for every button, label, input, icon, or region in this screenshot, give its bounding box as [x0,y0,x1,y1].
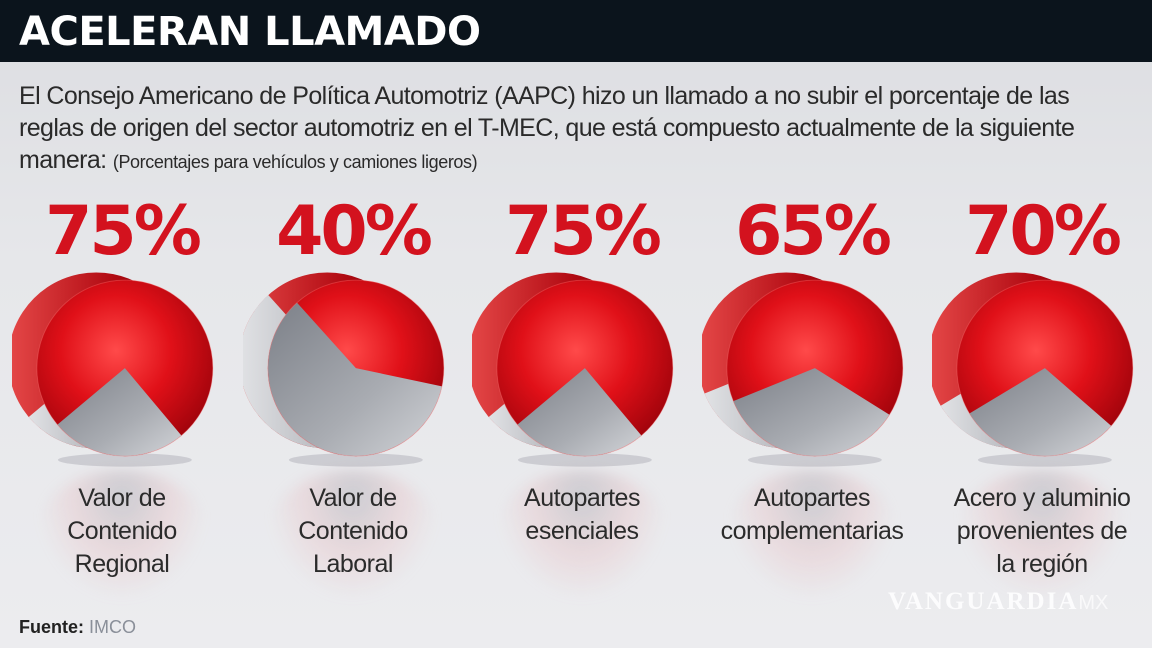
pie-chart [12,272,214,467]
watermark-text: VANGUARDIA [888,588,1079,615]
page-title: ACELERAN LLAMADO [19,9,481,55]
category-label-line: Laboral [313,550,393,578]
pie-item: 75% Valor de Contenido Regional [7,190,237,600]
pie-item: 40% Valor de Contenido Laboral [238,190,468,600]
pie-reflection [497,470,667,600]
category-label-line: Autopartes [754,484,870,512]
pie-chart [472,272,674,467]
intro-paragraph: El Consejo Americano de Política Automot… [19,80,1129,178]
category-label: Autopartes esenciales [457,482,707,548]
pie-item: 65% Autopartes complementarias [697,190,927,600]
source-line: Fuente: IMCO [19,617,136,638]
category-label-line: Autopartes [524,484,640,512]
percentage-value: 70% [965,192,1122,271]
category-label-line: Valor de [309,484,397,512]
pie-gray-slice [57,368,182,457]
pie-charts-row: 75% Valor de Contenido Regional 40% [0,190,1152,600]
pie-item: 75% Autopartes esenciales [467,190,697,600]
intro-note: (Porcentajes para vehículos y camiones l… [112,152,478,172]
pie-gray-slice [517,368,642,457]
pie-gray-slice [969,368,1112,457]
source-label: Fuente: [19,617,84,637]
pie-reflection [957,470,1127,600]
category-label-line: Regional [74,550,170,578]
category-label: Autopartes complementarias [687,482,937,548]
category-label-line: Acero y aluminio [953,484,1131,512]
category-label-line: provenientes de [956,517,1128,545]
pie-chart [243,272,445,467]
category-label-line: esenciales [525,517,639,545]
category-label-line: Contenido [67,517,177,545]
category-label-line: la región [996,550,1088,578]
watermark-logo: VANGUARDIAMX [888,588,1108,616]
pie-chart [702,272,904,467]
category-label-line: Contenido [298,517,408,545]
pie-gray-slice [733,368,890,457]
pie-reflection [727,470,897,600]
category-label-line: Valor de [78,484,166,512]
percentage-value: 40% [276,192,433,271]
intro-text: El Consejo Americano de Política Automot… [19,82,1075,174]
category-label: Valor de Contenido Regional [0,482,247,581]
pie-chart [932,272,1134,467]
source-value: IMCO [84,617,136,637]
watermark-suffix: MX [1078,592,1109,614]
pie-gray-slice [267,302,442,457]
percentage-value: 65% [735,192,892,271]
category-label: Acero y aluminio provenientes de la región [917,482,1152,581]
pie-item: 70% Acero y aluminio provenientes de la re… [927,190,1152,600]
pie-reflection [37,470,207,600]
title-bar: ACELERAN LLAMADO [0,0,1152,62]
category-label-line: complementarias [720,517,904,545]
percentage-value: 75% [505,192,662,271]
pie-reflection [268,470,438,600]
category-label: Valor de Contenido Laboral [228,482,478,581]
percentage-value: 75% [45,192,202,271]
